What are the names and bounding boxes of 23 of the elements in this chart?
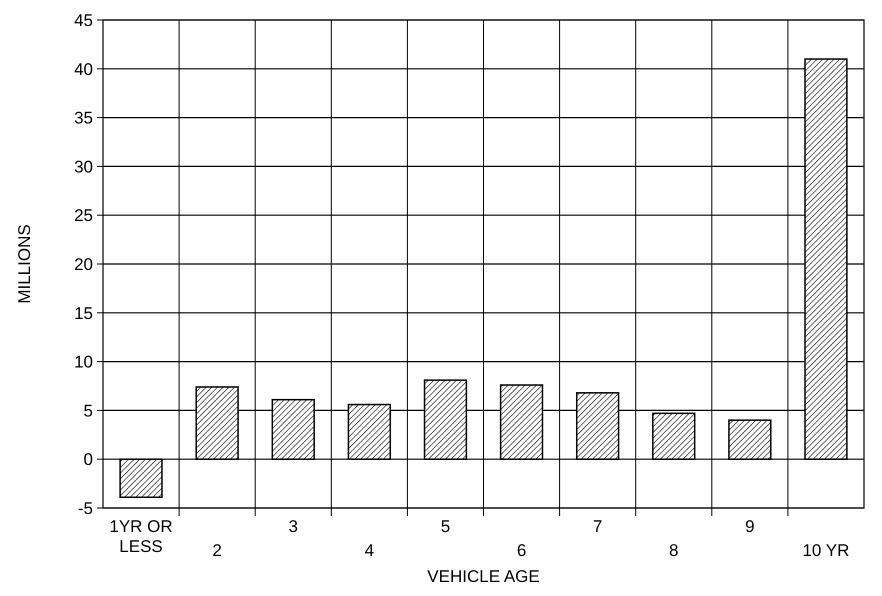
y-tick-label: 15 <box>74 304 93 323</box>
x-tick-label: 3 <box>288 517 298 536</box>
x-tick-label: 7 <box>592 517 602 536</box>
y-tick-label: 0 <box>84 450 93 470</box>
y-tick-label: 5 <box>84 401 93 420</box>
y-tick-label: 25 <box>74 206 93 226</box>
x-tick-label: 9 <box>745 517 755 536</box>
y-tick-label: 35 <box>74 108 93 128</box>
x-tick-label: 8 <box>669 541 678 560</box>
y-axis-title: MILLIONS <box>15 224 34 304</box>
x-tick-label: 5 <box>440 517 450 536</box>
x-tick-label: 1YR OR LESS <box>109 517 173 556</box>
y-tick-label: 30 <box>74 157 93 176</box>
y-tick-label: 20 <box>74 254 93 274</box>
y-tick-label: 10 <box>74 352 93 372</box>
x-axis-title: VEHICLE AGE <box>427 567 540 586</box>
y-tick-label: 40 <box>74 60 93 79</box>
x-tick-label: 4 <box>364 541 374 560</box>
x-tick-label: 2 <box>212 541 222 560</box>
x-tick-label: 6 <box>516 541 526 560</box>
x-tick-label: 10 YR <box>802 541 850 560</box>
y-tick-label: 45 <box>74 10 93 30</box>
y-tick-label: -5 <box>78 498 93 518</box>
